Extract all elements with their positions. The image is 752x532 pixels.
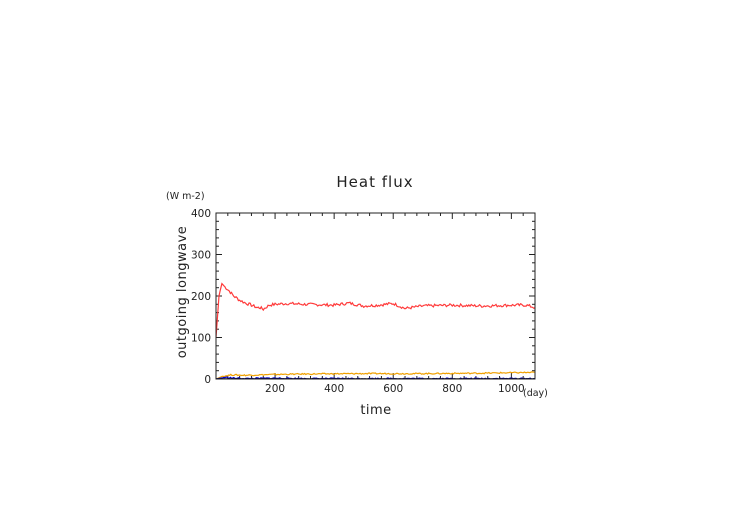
- chart-title: Heat flux: [336, 173, 413, 191]
- plot-frame: [215, 212, 536, 380]
- y-tick-label: 0: [204, 374, 211, 386]
- x-unit-label: (day): [523, 388, 548, 399]
- x-tick-label: 600: [383, 383, 403, 395]
- y-tick-label: 400: [191, 208, 211, 220]
- y-tick-label: 100: [191, 333, 211, 345]
- x-tick-label: 800: [442, 383, 462, 395]
- y-tick-label: 200: [191, 291, 211, 303]
- series-line-1: [216, 371, 535, 379]
- x-tick-label: 1000: [498, 383, 525, 395]
- x-tick-label: 400: [324, 383, 344, 395]
- series-line-4: [216, 378, 221, 379]
- y-axis-title: outgoing longwave: [175, 226, 190, 359]
- series-line-0: [216, 282, 535, 338]
- y-tick-label: 300: [191, 250, 211, 262]
- x-tick-label: 200: [265, 383, 285, 395]
- x-axis-title: time: [360, 403, 391, 418]
- y-unit-label: (W m-2): [166, 191, 205, 202]
